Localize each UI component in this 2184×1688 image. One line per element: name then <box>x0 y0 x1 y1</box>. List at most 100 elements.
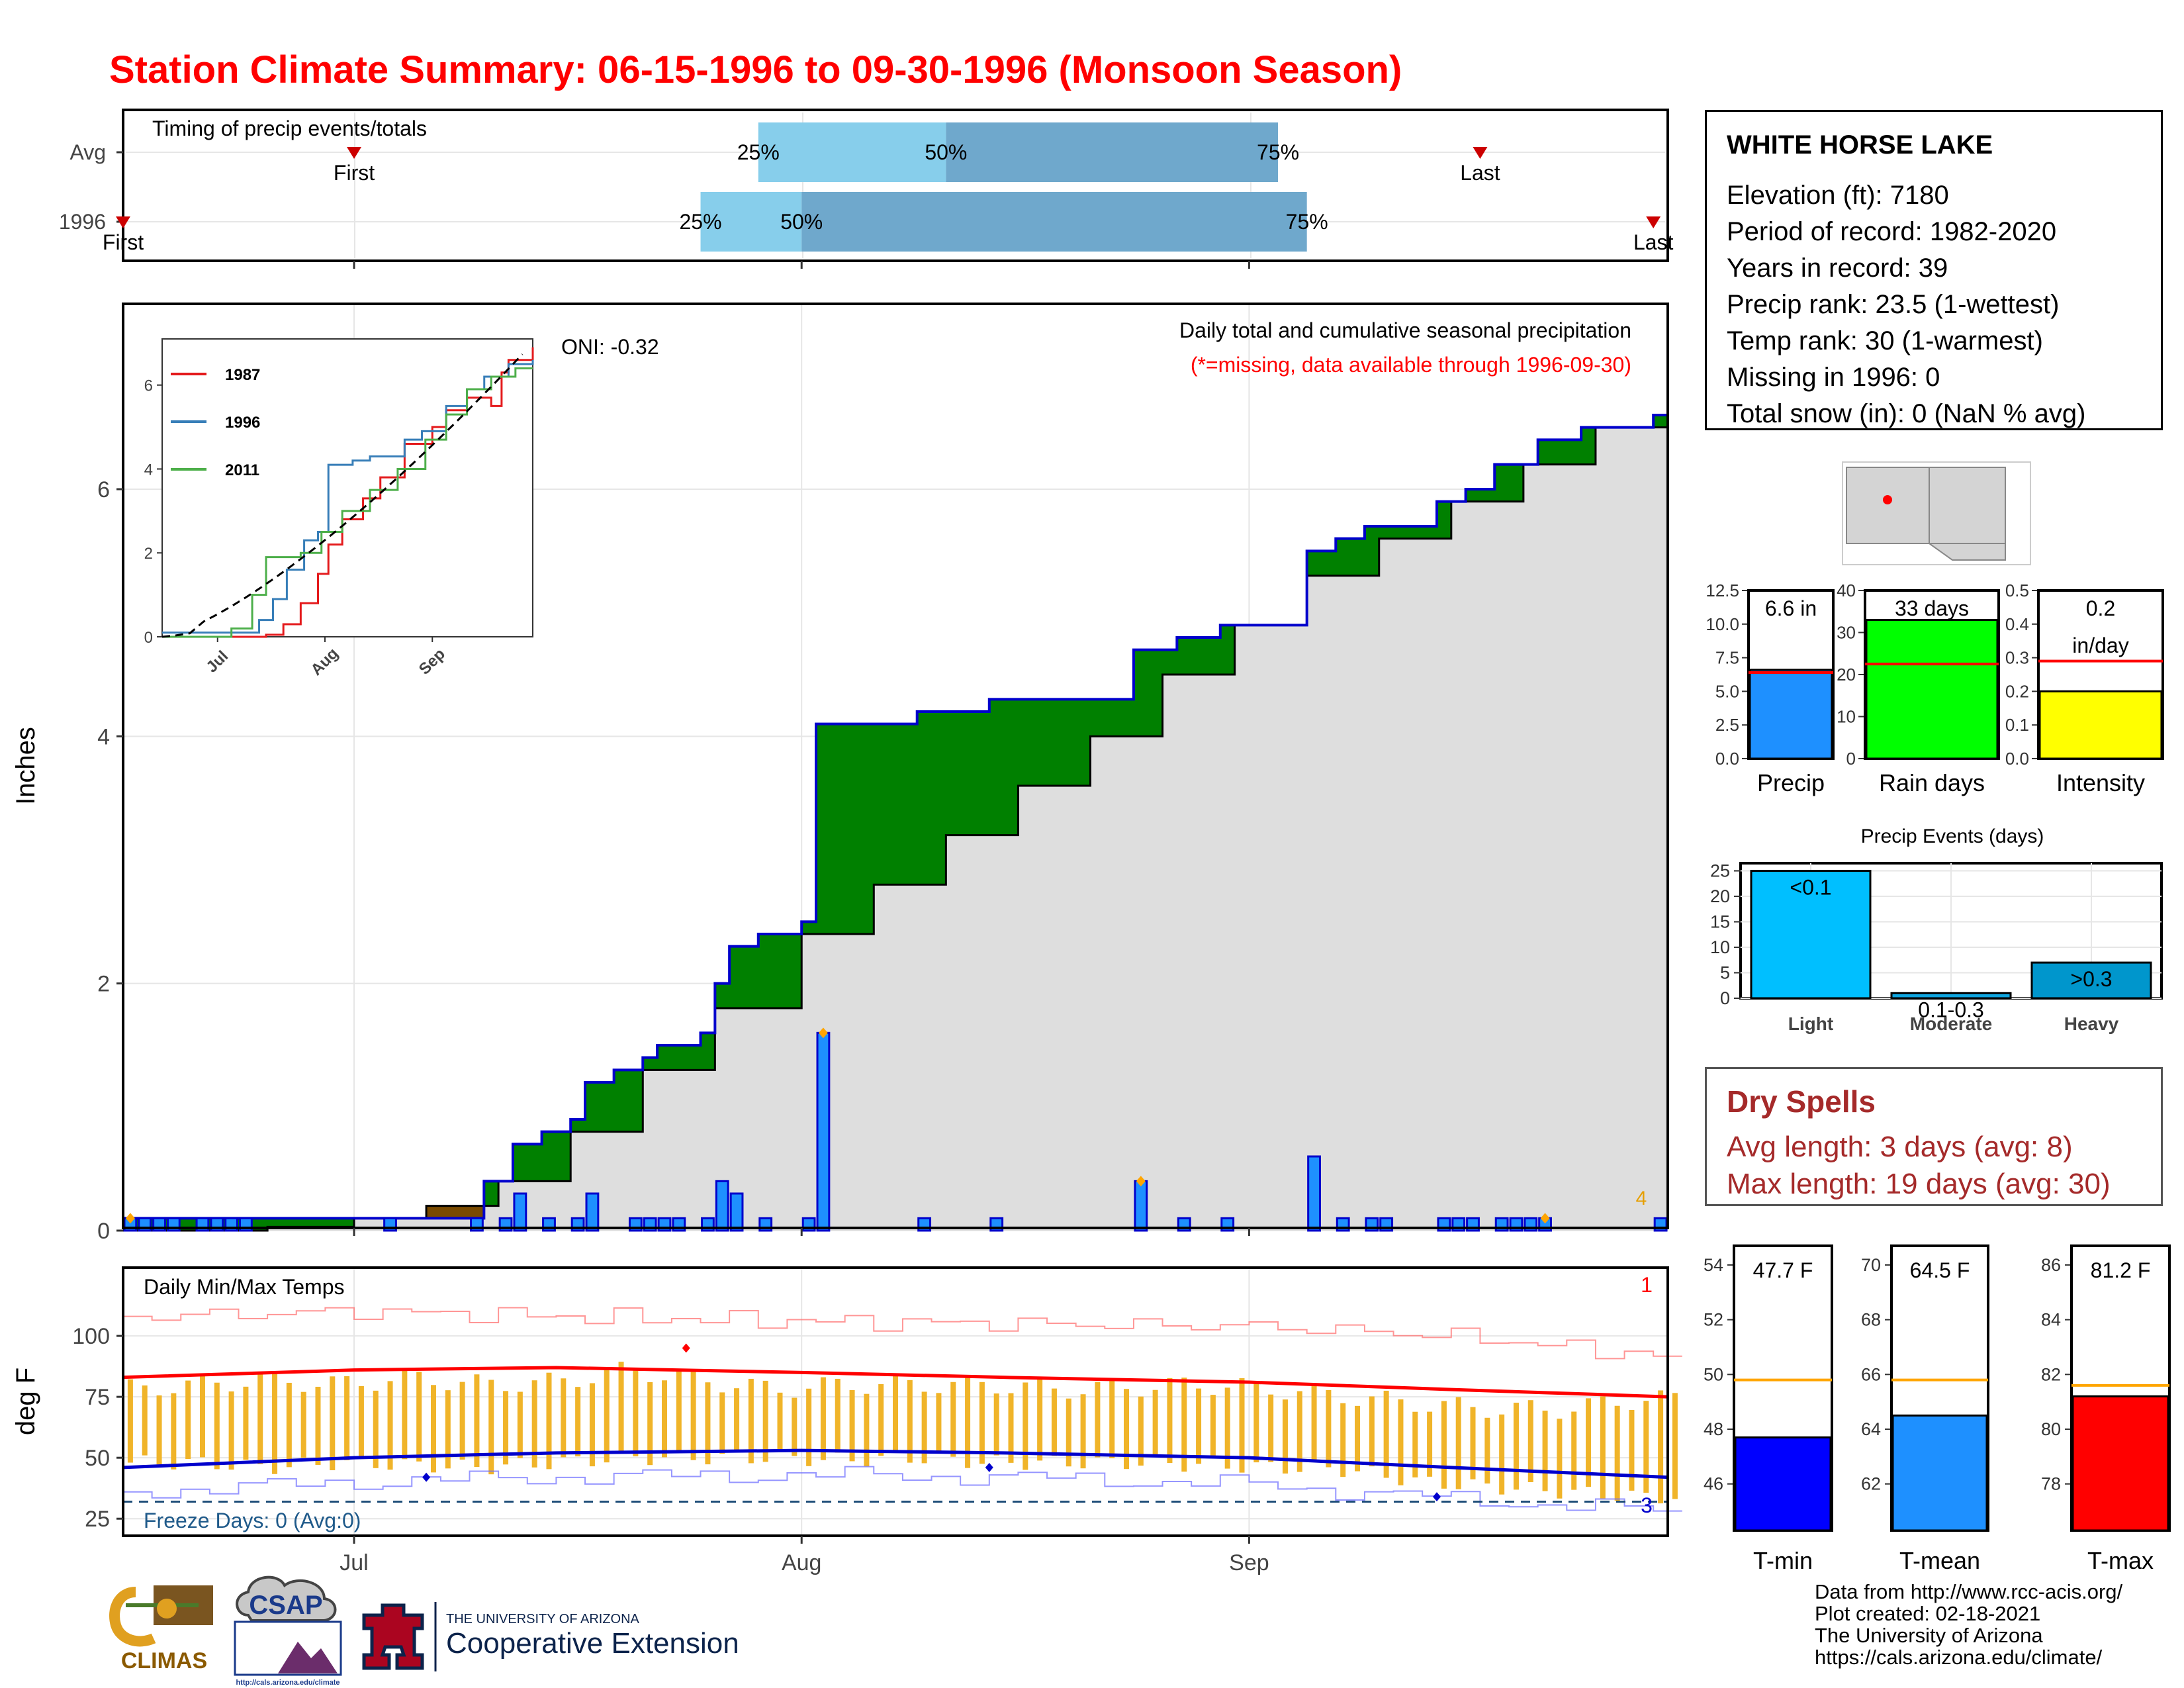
precip-plot <box>123 390 1669 1232</box>
surplus-segment <box>974 712 990 835</box>
timing-marker-label: Last <box>1633 230 1674 254</box>
date-x-axis: Jul Aug Sep <box>340 261 1269 1575</box>
temp-bar-ytick-label: 52 <box>1704 1310 1723 1330</box>
location-map <box>1842 461 2031 565</box>
events-ytick-label: 20 <box>1710 886 1730 906</box>
daily-temp-range-bar <box>344 1376 350 1460</box>
summary-value-label: 0.2 <box>2086 596 2115 620</box>
arizona-shape <box>1846 467 1930 544</box>
surplus-segment <box>628 1070 643 1132</box>
timing-row-label: 1996 <box>59 210 106 234</box>
daily-temp-range-bar <box>1455 1397 1461 1489</box>
precip-yaxis: 0 2 4 6 <box>97 477 123 1244</box>
events-title: Precip Events (days) <box>1861 825 2044 847</box>
surplus-segment <box>1003 699 1019 835</box>
daily-temp-range-bar <box>1138 1396 1144 1466</box>
surplus-segment <box>1220 625 1236 675</box>
daily-temp-range-bar <box>1499 1414 1505 1495</box>
deficit-segment <box>426 1205 441 1219</box>
dry-spells-avg: Avg length: 3 days (avg: 8) <box>1727 1131 2073 1163</box>
surplus-segment <box>700 1033 715 1070</box>
daily-temp-range-bar <box>1152 1389 1158 1456</box>
summary-ytick-label: 0.0 <box>2005 749 2029 769</box>
temp-summary-bars: 46 48 50 52 54 47.7 F T-min 62 64 66 68 70 64.5 F T-m… <box>1704 1244 2171 1574</box>
surplus-segment <box>1032 699 1048 786</box>
daily-temp-range-bar <box>561 1378 567 1458</box>
daily-temp-range-bar <box>1412 1411 1418 1477</box>
summary-ytick-label: 10 <box>1837 707 1856 727</box>
precip-ytick-label: 0 <box>97 1219 110 1244</box>
station-precip-rank: Precip rank: 23.5 (1-wettest) <box>1727 290 2060 319</box>
summary-ytick-label: 0.0 <box>1715 749 1739 769</box>
surplus-segment <box>1653 415 1668 428</box>
temp-title: Daily Min/Max Temps <box>144 1275 344 1299</box>
daily-temp-range-bar <box>979 1382 985 1464</box>
daily-temp-range-bar <box>156 1395 162 1465</box>
daily-temp-range-bar <box>300 1391 306 1458</box>
timing-marker-label: First <box>334 161 375 185</box>
daily-temp-range-bar <box>1210 1395 1216 1458</box>
precip-ylabel: Inches <box>11 727 40 805</box>
surplus-segment <box>614 1070 629 1132</box>
temp-ytick-label: 100 <box>72 1324 110 1349</box>
daily-temp-range-bar <box>1109 1379 1115 1458</box>
precip-panel: Daily total and cumulative seasonal prec… <box>11 303 1669 1244</box>
deficit-segment <box>455 1205 471 1219</box>
surplus-segment <box>599 1082 615 1132</box>
temp-ytick-label: 25 <box>85 1507 110 1532</box>
daily-temp-range-bar <box>1095 1382 1101 1458</box>
temp-bar-ytick-label: 54 <box>1704 1255 1723 1275</box>
surplus-segment <box>917 712 933 885</box>
record-temp-marker <box>1432 1492 1441 1502</box>
surplus-segment <box>1321 551 1336 576</box>
surplus-segment <box>541 1131 557 1182</box>
record-temp-marker <box>985 1462 993 1472</box>
daily-temp-range-bar <box>1340 1403 1346 1477</box>
summary-ytick-label: 0 <box>1846 749 1856 769</box>
daily-temp-range-bar <box>257 1374 263 1464</box>
daily-temp-range-bar <box>1629 1409 1635 1491</box>
summary-ytick-label: 0.4 <box>2005 614 2029 634</box>
daily-temp-range-bar <box>315 1386 321 1465</box>
summary-value-label: 6.6 in <box>1765 596 1817 620</box>
daily-temp-range-bar <box>1586 1398 1592 1487</box>
temp-bar-ytick-label: 48 <box>1704 1419 1723 1439</box>
daily-temp-range-bar <box>893 1375 898 1452</box>
daily-temp-range-bar <box>358 1385 364 1457</box>
surplus-segment <box>1148 649 1163 737</box>
university-of-arizona-logo: THE UNIVERSITY OF ARIZONA Cooperative Ex… <box>362 1602 739 1671</box>
summary-ytick-label: 12.5 <box>1706 581 1739 600</box>
dry-spells-max: Max length: 19 days (avg: 30) <box>1727 1168 2111 1200</box>
surplus-segment <box>830 724 846 934</box>
summary-value-label2: in/day <box>2072 633 2128 657</box>
events-bar <box>1890 992 2012 1000</box>
events-ytick-label: 10 <box>1710 937 1730 957</box>
temp-bar-ytick-label: 80 <box>2041 1419 2061 1439</box>
surplus-segment <box>1306 551 1322 576</box>
surplus-segment <box>844 724 860 934</box>
daily-temp-range-bar <box>1571 1411 1577 1490</box>
surplus-segment <box>1379 526 1394 539</box>
surplus-segment <box>1047 699 1062 786</box>
summary-value-bar <box>2038 690 2163 760</box>
daily-temp-range-bar <box>1557 1419 1563 1499</box>
surplus-segment <box>1018 699 1033 786</box>
footer-line: Plot created: 02-18-2021 <box>1815 1602 2041 1625</box>
temp-bar-ytick-label: 70 <box>1861 1255 1881 1275</box>
oni-label: ONI: -0.32 <box>561 335 659 359</box>
surplus-segment <box>686 1045 702 1070</box>
daily-temp-range-bar <box>907 1380 913 1463</box>
timing-marker <box>347 147 362 159</box>
temp-bar-ytick-label: 82 <box>2041 1364 2061 1384</box>
inset-ytick-label: 2 <box>144 545 153 563</box>
surplus-segment <box>801 921 817 934</box>
temp-bar-ytick-label: 62 <box>1861 1474 1881 1494</box>
daily-temp-range-bar <box>474 1374 480 1468</box>
daily-temp-range-bar <box>546 1372 552 1470</box>
events-bar-label: >0.3 <box>2070 967 2112 991</box>
record-precip-marker <box>125 1213 135 1224</box>
daily-temp-range-bar <box>1239 1378 1245 1473</box>
temp-bar-label: T-max <box>2087 1547 2154 1574</box>
daily-temp-range-bar <box>1355 1405 1361 1472</box>
